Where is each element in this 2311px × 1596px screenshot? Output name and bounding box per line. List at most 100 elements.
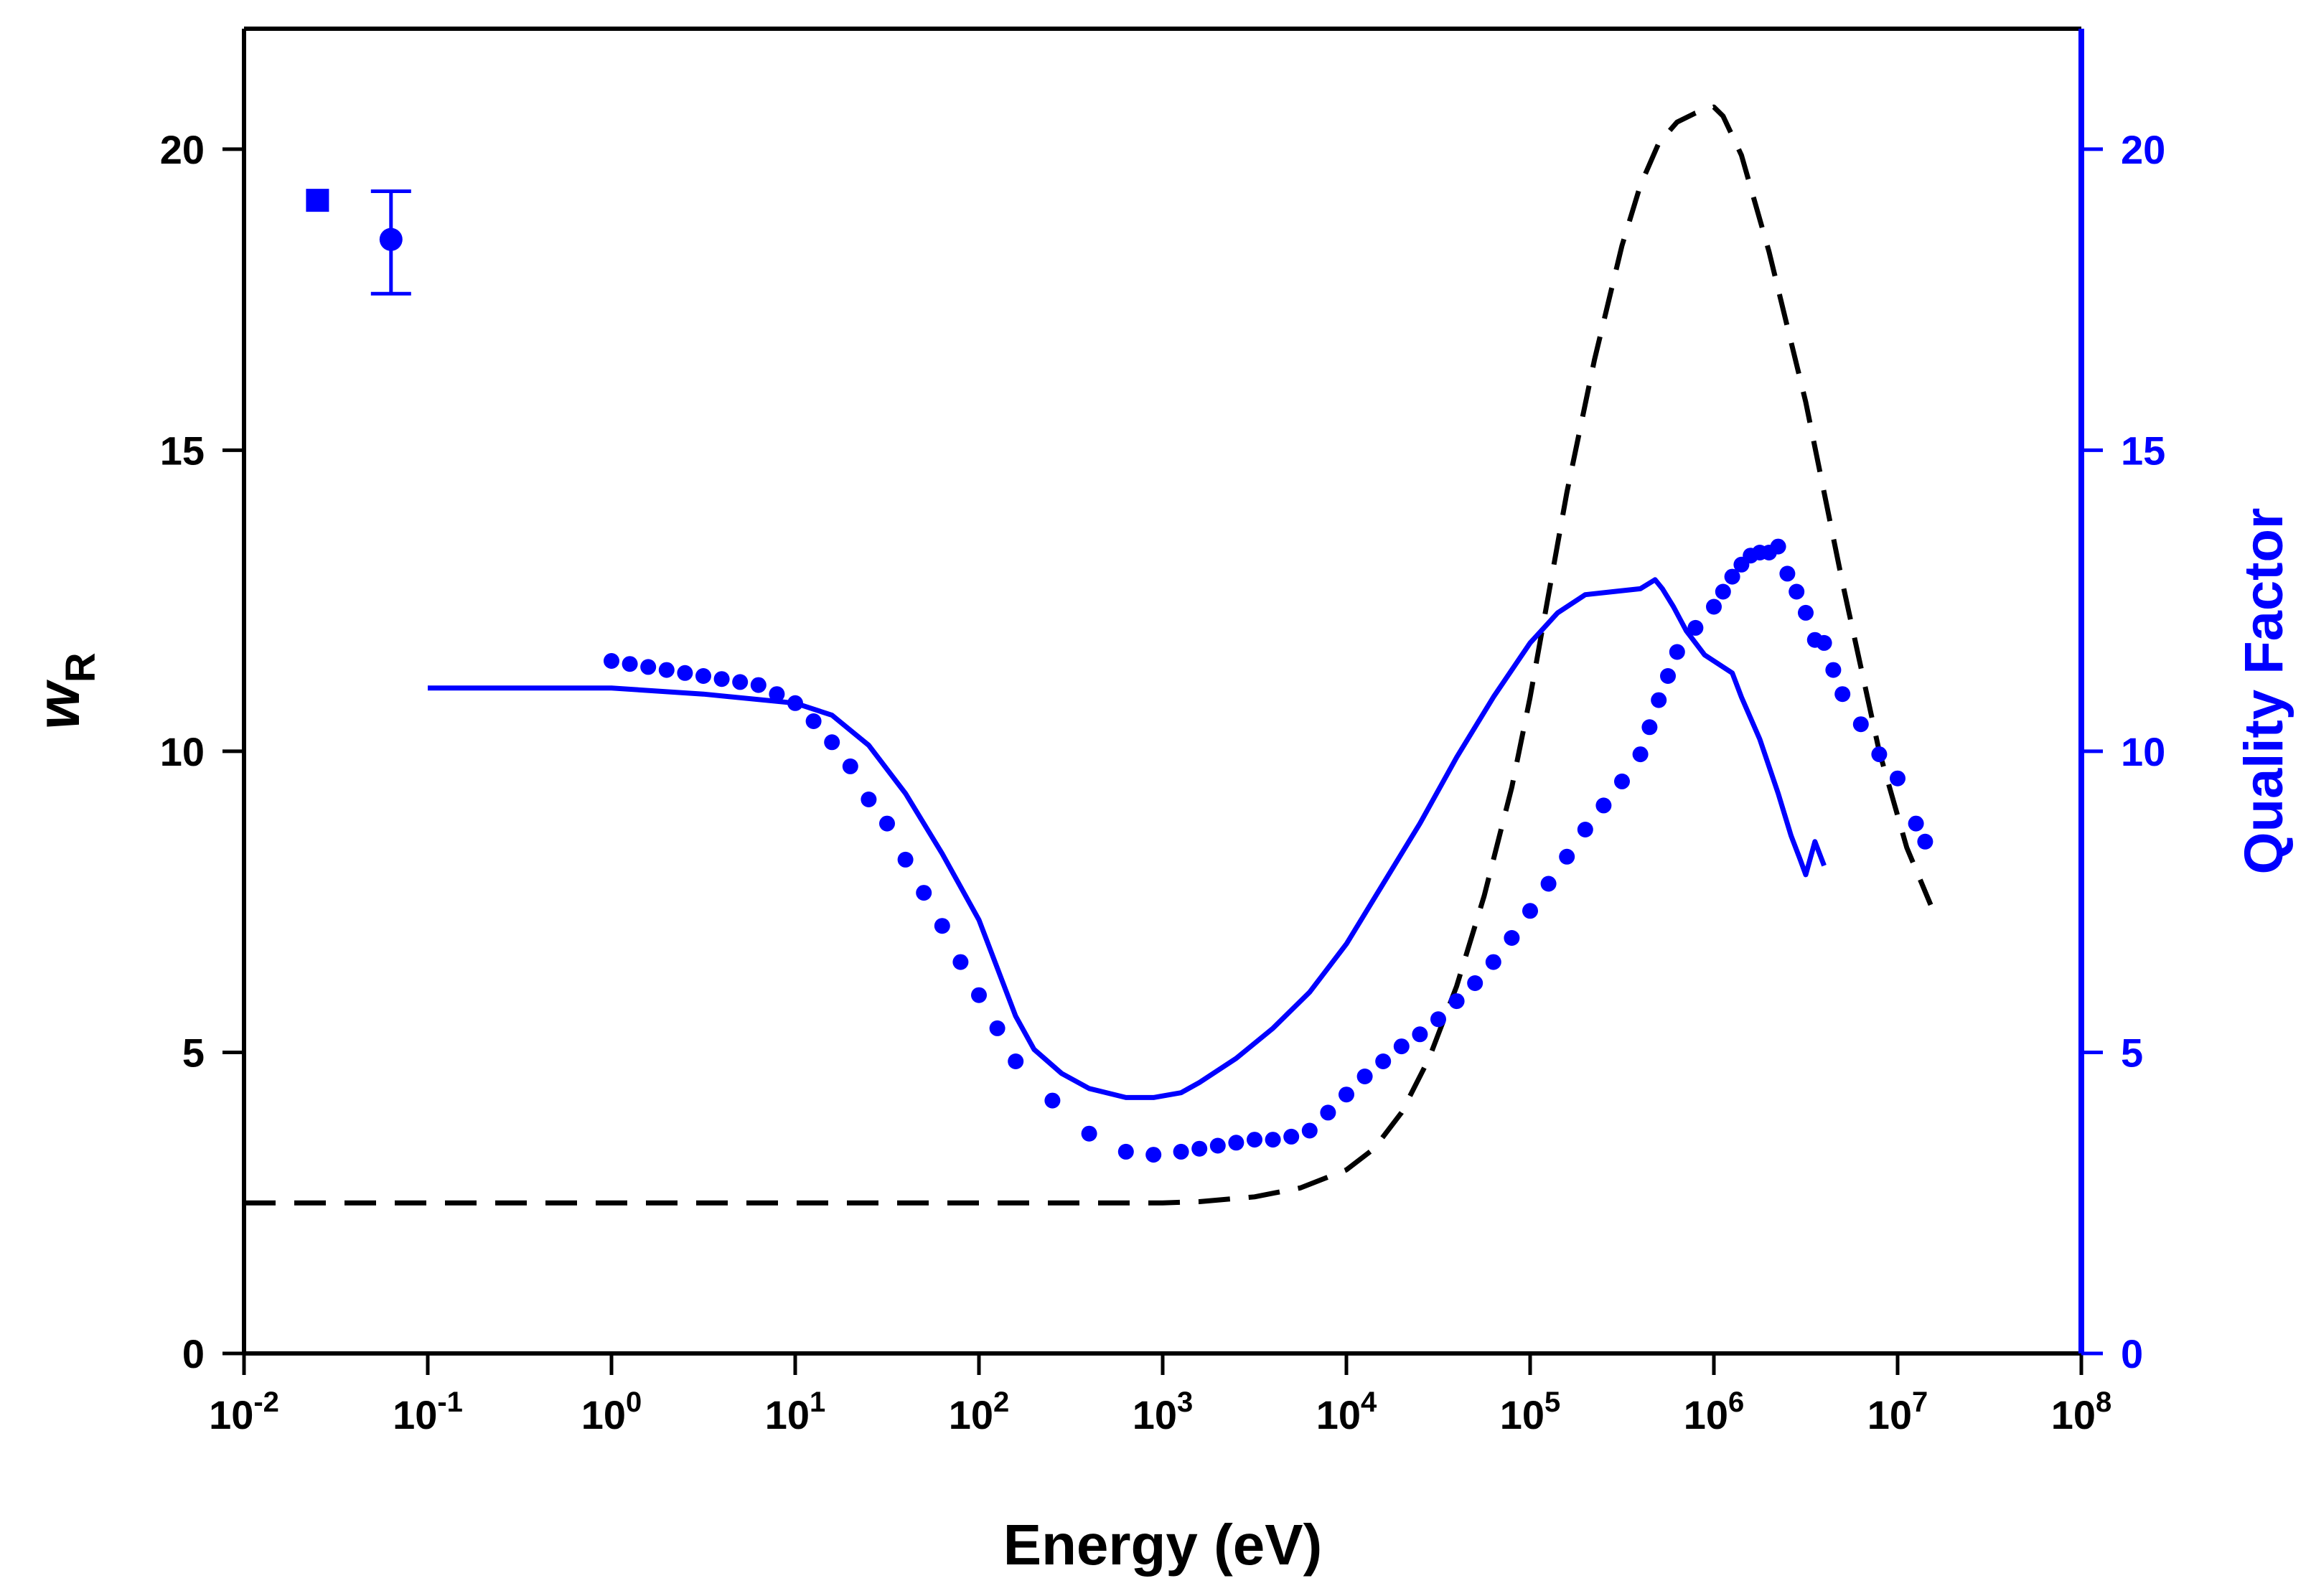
x-axis-label: Energy (eV) xyxy=(1003,1513,1323,1577)
data-point xyxy=(1540,876,1557,892)
data-point xyxy=(604,653,619,669)
right-y-tick-label: 20 xyxy=(2121,127,2165,172)
data-point xyxy=(787,695,803,711)
data-point xyxy=(1595,797,1612,814)
right-y-tick-label: 10 xyxy=(2121,729,2165,774)
left-y-tick-label: 15 xyxy=(160,428,205,473)
x-tick-label: 108 xyxy=(2051,1386,2112,1437)
data-point xyxy=(1247,1132,1262,1148)
data-point xyxy=(1301,1122,1318,1139)
marker-layer xyxy=(306,189,411,296)
data-point xyxy=(1008,1053,1024,1069)
data-point xyxy=(1320,1104,1336,1121)
data-point xyxy=(658,662,675,678)
data-point xyxy=(971,987,987,1003)
data-point xyxy=(1191,1140,1208,1157)
data-point xyxy=(713,671,730,687)
data-point xyxy=(1265,1132,1281,1148)
data-point xyxy=(1577,822,1593,837)
data-point xyxy=(1917,833,1933,850)
data-point xyxy=(934,918,950,934)
x-tick-label: 102 xyxy=(949,1386,1010,1437)
data-point xyxy=(916,885,932,901)
square-marker xyxy=(306,189,329,212)
data-point xyxy=(1173,1143,1189,1160)
labels-layer: Energy (eV) wR Quality Factor xyxy=(24,508,2294,1577)
data-point xyxy=(1117,1143,1134,1160)
data-point xyxy=(1890,770,1905,787)
data-point xyxy=(1825,662,1842,678)
data-point xyxy=(1789,583,1805,600)
data-point xyxy=(1816,634,1832,651)
data-point xyxy=(640,659,657,675)
x-tick-label: 101 xyxy=(765,1386,826,1437)
data-point xyxy=(1393,1038,1410,1055)
series-layer xyxy=(244,104,1933,1206)
data-point xyxy=(1145,1147,1162,1163)
data-point xyxy=(1614,773,1630,789)
data-point xyxy=(897,851,914,868)
data-point xyxy=(1908,815,1924,832)
x-tick-label: 104 xyxy=(1316,1386,1377,1437)
series-solid-line xyxy=(428,577,1827,1100)
series-dashed-line xyxy=(244,104,1933,1206)
data-point xyxy=(1228,1135,1244,1151)
data-point xyxy=(695,668,711,684)
data-point xyxy=(1641,719,1658,736)
data-point xyxy=(1081,1125,1097,1142)
data-point xyxy=(1283,1128,1300,1145)
data-point xyxy=(1687,619,1704,636)
data-point xyxy=(1559,848,1575,865)
data-point xyxy=(879,815,895,832)
data-point xyxy=(1852,716,1869,733)
data-point xyxy=(1412,1026,1428,1043)
data-point xyxy=(769,686,785,703)
data-point xyxy=(1522,903,1538,919)
data-point xyxy=(1834,686,1851,703)
left-y-tick-label: 10 xyxy=(160,729,205,774)
data-point xyxy=(1798,604,1814,621)
data-point xyxy=(1485,954,1501,970)
ticks-layer: 10-2 10-1 100 101 102 103 104 105 106 107 10805101… xyxy=(160,127,2166,1437)
data-point xyxy=(842,758,858,774)
left-y-tick-label: 20 xyxy=(160,127,205,172)
data-point xyxy=(861,792,877,807)
x-tick-label: 106 xyxy=(1684,1386,1745,1437)
right-y-axis-label: Quality Factor xyxy=(2233,508,2294,875)
data-point xyxy=(1770,538,1786,555)
data-point xyxy=(1779,565,1796,582)
x-tick-label: 107 xyxy=(1867,1386,1928,1437)
data-point xyxy=(989,1020,1006,1036)
left-y-tick-label: 5 xyxy=(182,1030,205,1075)
data-point xyxy=(1504,930,1520,946)
x-tick-label: 103 xyxy=(1133,1386,1194,1437)
x-tick-label: 10-2 xyxy=(209,1386,279,1437)
data-point xyxy=(1356,1069,1373,1084)
circle-marker-errorbar xyxy=(370,189,411,296)
data-point xyxy=(622,656,638,672)
data-point xyxy=(805,713,822,729)
right-y-tick-label: 5 xyxy=(2121,1030,2143,1075)
data-point xyxy=(1430,1011,1446,1028)
series-dotted xyxy=(604,538,1933,1163)
left-y-axis-label: wR xyxy=(24,652,104,729)
right-y-tick-label: 15 xyxy=(2121,428,2165,473)
data-point xyxy=(1339,1086,1354,1103)
data-point xyxy=(1651,692,1667,708)
data-point xyxy=(1375,1053,1392,1069)
data-point xyxy=(1044,1092,1061,1109)
data-point xyxy=(1706,598,1722,615)
data-point xyxy=(1715,583,1731,600)
data-point xyxy=(1448,993,1465,1010)
data-point xyxy=(952,954,969,970)
circle-marker xyxy=(379,227,403,251)
data-point xyxy=(677,665,693,681)
data-point xyxy=(1871,746,1888,763)
data-point xyxy=(824,734,840,751)
data-point xyxy=(1660,668,1676,684)
left-y-tick-label: 0 xyxy=(182,1331,205,1376)
data-point xyxy=(732,674,749,690)
x-tick-label: 105 xyxy=(1500,1386,1561,1437)
